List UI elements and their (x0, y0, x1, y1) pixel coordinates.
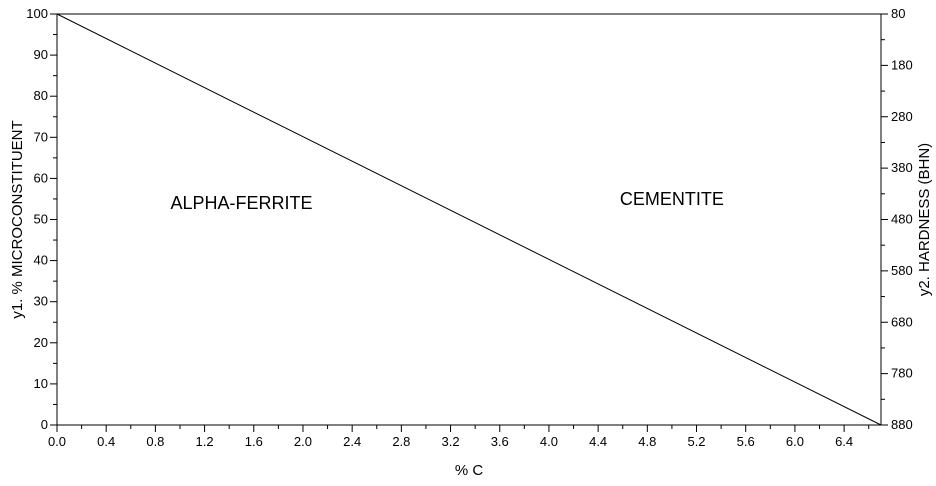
y-tick-label: 70 (34, 129, 48, 144)
y-tick-label: 80 (34, 88, 48, 103)
x-tick-label: 6.0 (786, 434, 804, 449)
y-tick-label: 40 (34, 253, 48, 268)
y2-tick-label: 580 (891, 263, 913, 278)
x-tick-label: 2.8 (392, 434, 410, 449)
plot-frame (56, 13, 882, 426)
y2-tick-label: 880 (891, 417, 913, 432)
y-axis-title: y1. % MICROCONSTITUENT (9, 120, 26, 318)
x-tick-label: 3.2 (442, 434, 460, 449)
x-tick-label: 5.2 (687, 434, 705, 449)
x-tick-label: 4.8 (638, 434, 656, 449)
x-tick-label: 1.6 (245, 434, 263, 449)
y-tick-label: 60 (34, 170, 48, 185)
y2-tick-label: 380 (891, 160, 913, 175)
y-tick-label: 0 (41, 417, 48, 432)
y-tick-label: 90 (34, 47, 48, 62)
x-tick-label: 0.4 (97, 434, 115, 449)
x-tick-label: 5.6 (737, 434, 755, 449)
y2-tick-label: 280 (891, 109, 913, 124)
x-tick-label: 3.6 (491, 434, 509, 449)
y2-tick-label: 680 (891, 314, 913, 329)
x-tick-label: 2.0 (294, 434, 312, 449)
x-tick-label: 0.0 (48, 434, 66, 449)
annotation-label: ALPHA-FERRITE (170, 193, 312, 213)
y-tick-label: 10 (34, 376, 48, 391)
x-tick-label: 4.4 (589, 434, 607, 449)
y2-tick-label: 480 (891, 212, 913, 227)
y2-tick-label: 180 (891, 57, 913, 72)
x-tick-label: 1.2 (196, 434, 214, 449)
x-axis-title: % C (455, 462, 484, 479)
x-tick-label: 4.0 (540, 434, 558, 449)
y2-tick-label: 80 (891, 6, 905, 21)
y2-axis-title: y2. HARDNESS (BHN) (916, 143, 933, 296)
y-tick-label: 50 (34, 212, 48, 227)
ticks-layer (50, 13, 888, 432)
y-tick-label: 20 (34, 335, 48, 350)
x-tick-label: 2.4 (343, 434, 361, 449)
labels-layer: 0.0 0.4 0.8 1.2 1.6 2.0 2.4 2.8 3.2 3.6 4.0 4.4 4.8 5… (26, 6, 912, 449)
x-tick-label: 6.4 (835, 434, 853, 449)
x-tick-label: 0.8 (146, 434, 164, 449)
series-layer (56, 13, 882, 426)
annotation-label: CEMENTITE (620, 189, 724, 209)
series-line (56, 13, 882, 426)
y-tick-label: 100 (26, 6, 48, 21)
y-tick-label: 30 (34, 294, 48, 309)
y2-tick-label: 780 (891, 366, 913, 381)
